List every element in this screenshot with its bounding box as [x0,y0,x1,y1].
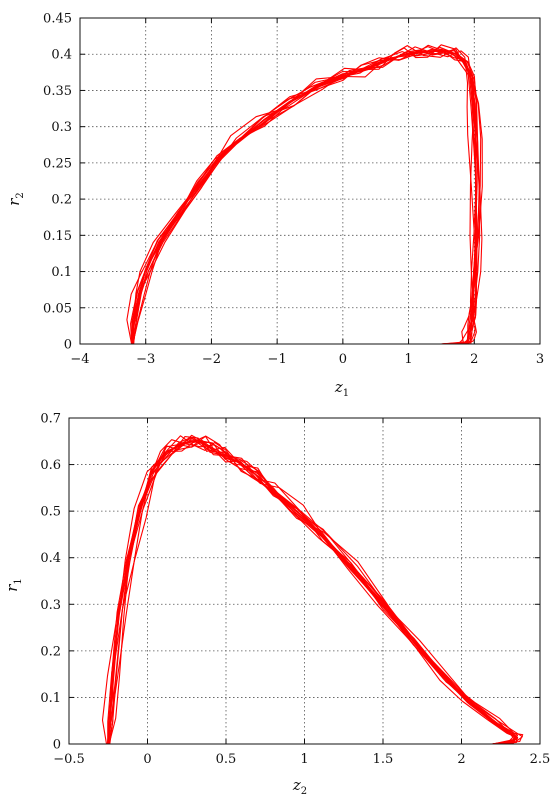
y-tick-label: 0.15 [43,229,72,244]
x-tick-label: 0 [339,352,347,367]
y-tick-label: 0.1 [51,265,72,280]
chart-r2-vs-z1: z1 r2 −4 −3 −2 −1 0 1 2 3 0 0.05 0.1 0.15 0.2 0.25 0.3… [5,12,544,400]
trajectory-line [107,441,523,745]
x-axis-label: z1 [334,378,349,399]
trajectory-line [131,46,477,345]
y-tick-label: 0 [64,338,72,353]
x-tick-label: −0.5 [53,752,85,767]
x-tick-label: 2.5 [530,752,550,767]
y-tick-label: 0.45 [43,12,72,27]
y-tick-label: 0.25 [43,156,72,171]
trajectory-line [132,50,483,345]
y-tick-label: 0.4 [51,48,72,63]
y-tick-label: 0.5 [40,505,61,520]
trajectory-line [107,438,518,745]
trajectory-line [108,436,518,745]
y-tick-label: 0.05 [43,301,72,316]
trajectory-line [107,436,516,745]
y-tick-label: 0.4 [40,551,61,566]
trajectory-line [132,49,479,345]
y-axis-label: r1 [3,578,24,592]
x-tick-label: 1.5 [373,752,394,767]
y-tick-label: 0.35 [43,84,72,99]
trajectory-line [107,439,515,745]
trajectory-line [131,44,477,345]
y-tick-label: 0.3 [40,598,61,613]
trajectory-line [107,439,518,745]
plot-frame [79,17,541,345]
trajectory-line [107,440,517,745]
trajectory-line [107,434,517,745]
y-tick-label: 0.6 [40,458,61,473]
x-tick-label: 1 [300,752,308,767]
x-tick-label: 1 [404,352,412,367]
y-tick-label: 0.1 [40,691,61,706]
trajectory-line [106,436,514,745]
x-tick-label: 3 [536,352,544,367]
x-tick-label: 2 [470,352,478,367]
trajectory-line [107,435,524,745]
x-tick-label: −4 [70,352,89,367]
x-tick-label: 2 [457,752,465,767]
trajectory-line [132,48,482,345]
trajectory-line [107,440,517,745]
trajectory-line [107,435,519,745]
x-tick-label: −3 [136,352,155,367]
trajectory-line [101,439,519,745]
x-axis-label: z2 [292,776,307,797]
y-tick-label: 0.2 [40,644,61,659]
trajectory-line [131,46,477,345]
y-tick-label: 0 [53,738,61,753]
x-tick-label: −1 [268,352,287,367]
x-tick-label: −2 [202,352,221,367]
y-tick-label: 0.2 [51,193,72,208]
x-tick-label: 0 [143,752,151,767]
y-tick-label: 0.7 [40,412,61,427]
y-tick-label: 0.3 [51,120,72,135]
chart-r1-vs-z2: z2 r1 −0.5 0 0.5 1 1.5 2 2.500.10.20.30.40.50.… [3,412,550,798]
x-tick-label: 0.5 [216,752,237,767]
y-axis-label: r2 [5,192,26,206]
trajectory-line [131,49,481,345]
trajectory-line [107,435,519,745]
